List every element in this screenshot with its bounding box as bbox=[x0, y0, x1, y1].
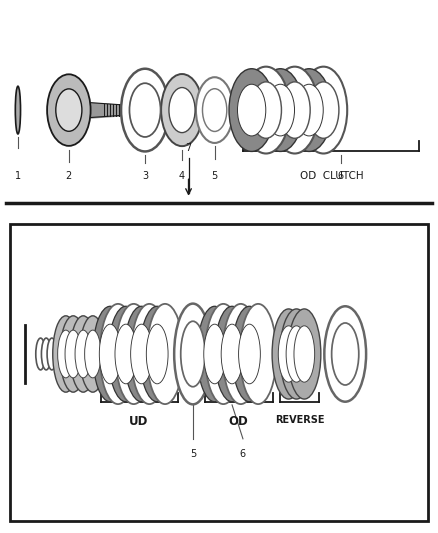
Ellipse shape bbox=[240, 304, 276, 404]
Ellipse shape bbox=[202, 88, 227, 132]
Bar bbox=[10, 224, 428, 521]
Ellipse shape bbox=[174, 304, 212, 405]
Ellipse shape bbox=[286, 69, 332, 151]
Ellipse shape bbox=[131, 304, 168, 404]
Ellipse shape bbox=[146, 324, 168, 384]
Ellipse shape bbox=[124, 306, 159, 402]
Ellipse shape bbox=[75, 330, 92, 378]
Ellipse shape bbox=[308, 82, 339, 138]
Ellipse shape bbox=[93, 306, 127, 402]
Text: 6: 6 bbox=[338, 171, 344, 181]
Text: 7: 7 bbox=[185, 142, 192, 152]
Text: 4: 4 bbox=[179, 171, 185, 181]
Ellipse shape bbox=[85, 330, 101, 378]
Text: 5: 5 bbox=[212, 171, 218, 181]
Ellipse shape bbox=[115, 324, 137, 384]
Ellipse shape bbox=[47, 338, 57, 370]
Ellipse shape bbox=[271, 67, 318, 154]
Ellipse shape bbox=[221, 324, 243, 384]
Ellipse shape bbox=[65, 330, 81, 378]
Ellipse shape bbox=[237, 84, 266, 136]
Ellipse shape bbox=[169, 87, 195, 133]
Ellipse shape bbox=[332, 323, 359, 385]
Ellipse shape bbox=[36, 338, 46, 370]
Text: 2: 2 bbox=[66, 171, 72, 181]
Ellipse shape bbox=[229, 69, 274, 151]
Text: 5: 5 bbox=[190, 449, 196, 459]
Ellipse shape bbox=[42, 338, 51, 370]
Ellipse shape bbox=[161, 74, 203, 146]
Ellipse shape bbox=[147, 304, 184, 404]
Ellipse shape bbox=[258, 69, 303, 151]
Ellipse shape bbox=[70, 316, 96, 392]
Ellipse shape bbox=[116, 304, 152, 404]
Ellipse shape bbox=[286, 326, 307, 382]
Ellipse shape bbox=[272, 309, 305, 399]
Ellipse shape bbox=[232, 306, 267, 402]
Ellipse shape bbox=[15, 86, 21, 134]
Ellipse shape bbox=[58, 330, 74, 378]
Text: 6: 6 bbox=[240, 449, 246, 459]
Text: OD  CLUTCH: OD CLUTCH bbox=[300, 171, 364, 181]
Ellipse shape bbox=[181, 321, 205, 387]
Ellipse shape bbox=[242, 67, 290, 154]
Ellipse shape bbox=[280, 309, 313, 399]
Ellipse shape bbox=[294, 326, 314, 382]
Ellipse shape bbox=[131, 324, 152, 384]
Ellipse shape bbox=[196, 77, 233, 143]
Ellipse shape bbox=[324, 306, 366, 402]
Text: REVERSE: REVERSE bbox=[275, 415, 324, 425]
Ellipse shape bbox=[266, 84, 294, 136]
Ellipse shape bbox=[197, 306, 232, 402]
Ellipse shape bbox=[130, 83, 161, 137]
Ellipse shape bbox=[205, 304, 242, 404]
Ellipse shape bbox=[140, 306, 175, 402]
Ellipse shape bbox=[100, 304, 136, 404]
Text: UD: UD bbox=[129, 415, 148, 428]
Ellipse shape bbox=[47, 74, 91, 146]
Text: OD: OD bbox=[229, 415, 248, 428]
Ellipse shape bbox=[204, 324, 226, 384]
Ellipse shape bbox=[279, 82, 310, 138]
Ellipse shape bbox=[109, 306, 143, 402]
Text: 3: 3 bbox=[142, 171, 148, 181]
Ellipse shape bbox=[121, 69, 169, 151]
Ellipse shape bbox=[278, 326, 299, 382]
Ellipse shape bbox=[215, 306, 250, 402]
Ellipse shape bbox=[295, 84, 323, 136]
Ellipse shape bbox=[300, 67, 347, 154]
Ellipse shape bbox=[239, 324, 260, 384]
Ellipse shape bbox=[53, 316, 79, 392]
Ellipse shape bbox=[80, 316, 106, 392]
Ellipse shape bbox=[223, 304, 259, 404]
Ellipse shape bbox=[56, 89, 82, 131]
Ellipse shape bbox=[288, 309, 321, 399]
Ellipse shape bbox=[251, 82, 282, 138]
Ellipse shape bbox=[99, 324, 121, 384]
Text: 1: 1 bbox=[15, 171, 21, 181]
Ellipse shape bbox=[60, 316, 86, 392]
